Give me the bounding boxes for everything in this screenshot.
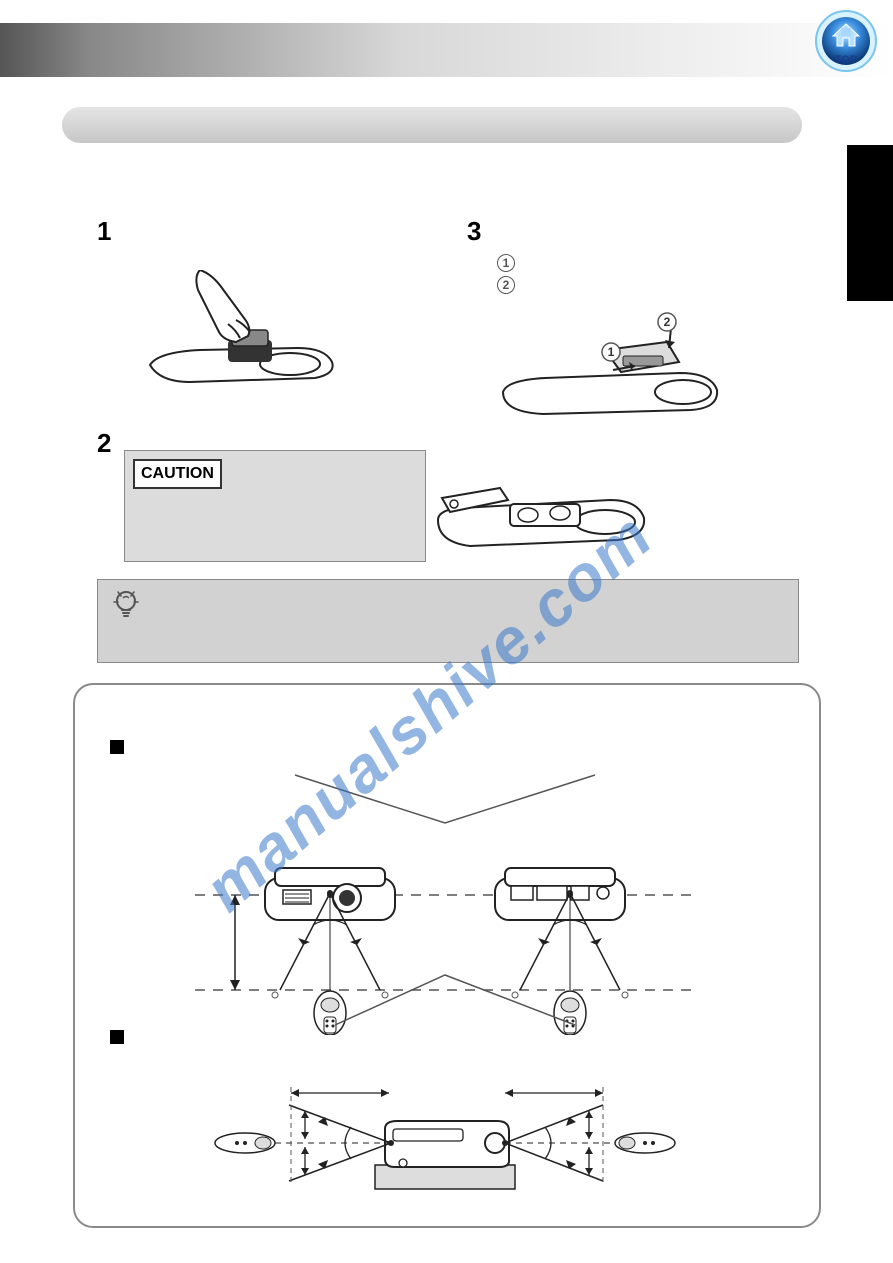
step-1-number: 1	[97, 216, 111, 247]
tip-bulb-icon	[110, 588, 142, 620]
caution-box: CAUTION	[124, 450, 426, 562]
step3-sub-2: 2	[497, 276, 515, 294]
page-side-tab	[847, 145, 893, 301]
step2-diagram	[430, 460, 650, 560]
manual-page: TOP 1 2 CAUTION 3 1 2	[0, 0, 893, 1263]
section-title-bar	[62, 107, 802, 143]
bullet-2	[110, 1030, 124, 1049]
bullet-1	[110, 740, 124, 759]
step1-diagram	[140, 270, 340, 390]
step-3-number: 3	[467, 216, 481, 247]
top-label: TOP	[835, 54, 857, 66]
step3-diagram: 1 2	[495, 310, 725, 420]
range-side-view-diagram	[205, 1065, 685, 1215]
caution-label: CAUTION	[133, 459, 222, 489]
header-band	[0, 23, 893, 77]
step3-sub-1: 1	[497, 254, 515, 272]
svg-text:2: 2	[664, 315, 671, 329]
range-top-view-diagram	[175, 765, 715, 1035]
range-frame	[73, 683, 821, 1228]
top-logo: TOP	[815, 10, 877, 72]
step-2-number: 2	[97, 428, 111, 459]
svg-text:1: 1	[608, 345, 615, 359]
tip-box	[97, 579, 799, 663]
